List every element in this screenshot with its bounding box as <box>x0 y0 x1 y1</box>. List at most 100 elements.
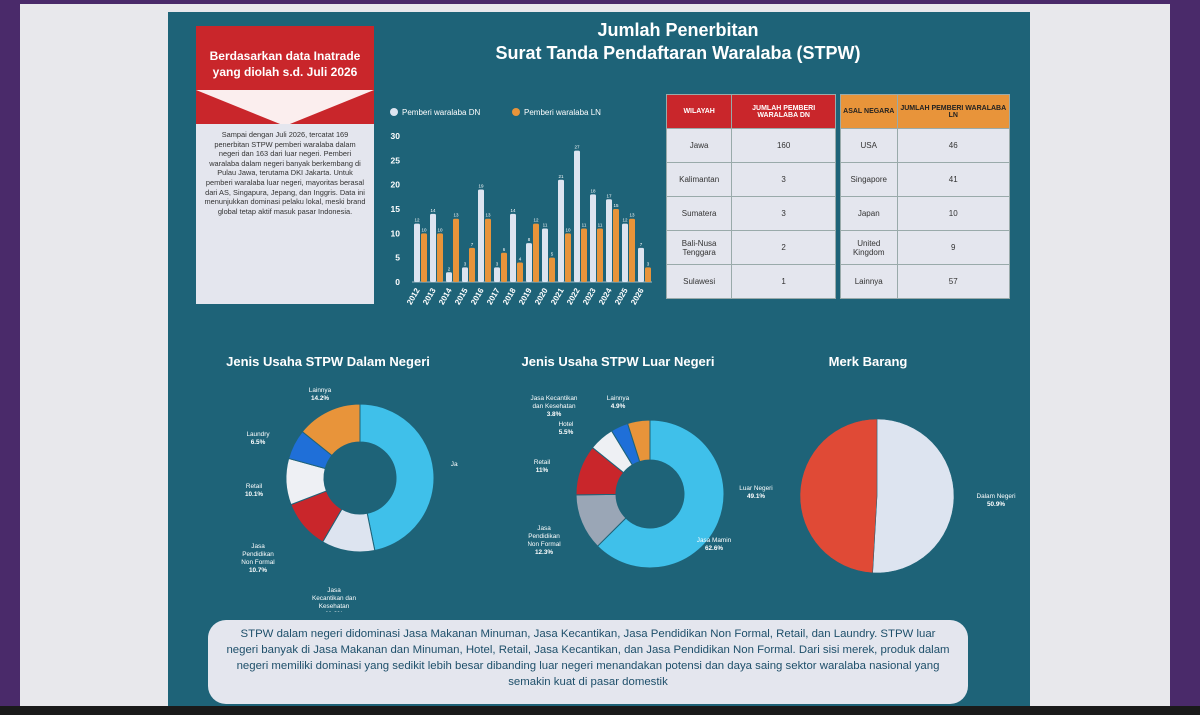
description-text: Sampai dengan Juli 2026, tercatat 169 pe… <box>204 130 366 216</box>
slice-label: Jasa Mamin46.7% <box>451 461 458 468</box>
summary-box: STPW dalam negeri didominasi Jasa Makana… <box>208 620 968 704</box>
data-label-ln: 4 <box>519 257 522 262</box>
data-label-dn: 27 <box>574 145 580 150</box>
infographic-slide: Berdasarkan data Inatrade yang diolah s.… <box>168 12 1030 710</box>
slice-value: 62.6% <box>705 545 723 552</box>
slice-name: Kesehatan <box>319 603 350 610</box>
y-tick-label: 15 <box>391 204 401 214</box>
bar-dn <box>462 267 468 282</box>
cell: Lainnya <box>840 264 898 299</box>
slice-name: Non Formal <box>528 541 561 548</box>
bar-dn <box>606 199 612 282</box>
slice <box>626 419 651 463</box>
cell: 160 <box>731 128 836 163</box>
bar-dn <box>574 150 580 282</box>
bar-dn <box>414 223 420 282</box>
slice-value: 11.6% <box>325 611 343 612</box>
cell: Kalimantan <box>665 162 733 197</box>
x-tick-label: 2016 <box>469 286 486 306</box>
slice-name: Hotel <box>559 421 574 428</box>
data-label-dn: 12 <box>414 218 420 223</box>
x-tick-label: 2017 <box>485 286 502 306</box>
table-row: United Kingdom 9 <box>840 230 1010 265</box>
slice-value: 3.8% <box>547 411 562 418</box>
bar-dn <box>622 223 628 282</box>
table-row: Jawa 160 <box>665 128 836 163</box>
projection-screen: Berdasarkan data Inatrade yang diolah s.… <box>20 4 1170 710</box>
data-label-dn: 19 <box>478 184 484 189</box>
y-tick-label: 10 <box>391 228 401 238</box>
x-tick-label: 2025 <box>613 286 630 306</box>
table-wilayah: WILAYAH JUMLAH PEMBERI WARALABA DN Jawa 1… <box>665 94 836 299</box>
slice <box>359 403 435 552</box>
legend: Pemberi waralaba DN Pemberi waralaba LN <box>390 108 601 117</box>
data-label-ln: 10 <box>565 227 571 232</box>
y-tick-label: 30 <box>391 131 401 141</box>
bar-ln <box>549 257 555 282</box>
table-asal-negara: ASAL NEGARA JUMLAH PEMBERI WARALABA LN U… <box>840 94 1010 299</box>
data-label-ln: 3 <box>647 261 650 266</box>
cell: 9 <box>896 230 1010 265</box>
bar-dn <box>478 189 484 282</box>
slice-name: Jasa <box>327 587 341 594</box>
x-tick-label: 2012 <box>405 286 422 306</box>
cell: United Kingdom <box>840 230 898 265</box>
cell: 3 <box>731 196 836 231</box>
slice <box>799 418 878 574</box>
y-tick-label: 5 <box>395 253 400 263</box>
data-label-dn: 12 <box>622 218 628 223</box>
page-title: Jumlah Penerbitan Surat Tanda Pendaftara… <box>408 20 948 64</box>
cell: 46 <box>896 128 1010 163</box>
bar-ln <box>613 209 619 282</box>
slice-value: 4.9% <box>611 403 626 410</box>
chart-title-merk: Merk Barang <box>828 354 908 369</box>
source-line1: Berdasarkan data Inatrade <box>209 49 361 63</box>
data-label-dn: 14 <box>510 208 516 213</box>
bar-dn <box>510 213 516 282</box>
bar-ln <box>517 262 523 282</box>
description-box: Sampai dengan Juli 2026, tercatat 169 pe… <box>196 124 374 304</box>
cell: Sulawesi <box>665 264 733 299</box>
table-header: WILAYAH <box>665 94 733 129</box>
slice-name: Jasa Mamin <box>451 461 458 468</box>
bar-dn <box>430 213 436 282</box>
data-label-dn: 18 <box>590 188 596 193</box>
chart-title-dn: Jenis Usaha STPW Dalam Negeri <box>226 354 430 369</box>
bar-dn <box>558 179 564 282</box>
data-label-ln: 13 <box>629 213 635 218</box>
slice-name: Lainnya <box>607 395 630 402</box>
data-label-dn: 14 <box>430 208 436 213</box>
bar-ln <box>469 247 475 282</box>
data-label-ln: 13 <box>453 213 459 218</box>
slice-name: Laundry <box>246 431 270 438</box>
data-label-dn: 11 <box>543 222 548 227</box>
bar-ln <box>453 218 459 282</box>
summary-text: STPW dalam negeri didominasi Jasa Makana… <box>226 628 950 688</box>
slice-name: Pendidikan <box>242 551 274 558</box>
table-row: Kalimantan 3 <box>665 162 836 197</box>
slice-name: Dalam Negeri <box>976 493 1015 500</box>
x-tick-label: 2020 <box>533 286 550 306</box>
slice-value: 49.1% <box>747 493 765 500</box>
bar-ln <box>485 218 491 282</box>
table-row: Bali-Nusa Tenggara 2 <box>665 230 836 265</box>
cell: Jawa <box>665 128 733 163</box>
bar-ln <box>597 228 603 282</box>
data-label-ln: 5 <box>551 252 554 257</box>
cell: Bali-Nusa Tenggara <box>665 230 733 265</box>
bar-dn <box>446 272 452 282</box>
data-label-ln: 7 <box>471 242 474 247</box>
data-label-ln: 11 <box>598 222 603 227</box>
slice-name: Retail <box>534 459 550 466</box>
bar-ln <box>645 267 651 282</box>
bar-ln <box>533 223 539 282</box>
x-tick-label: 2019 <box>517 286 534 306</box>
